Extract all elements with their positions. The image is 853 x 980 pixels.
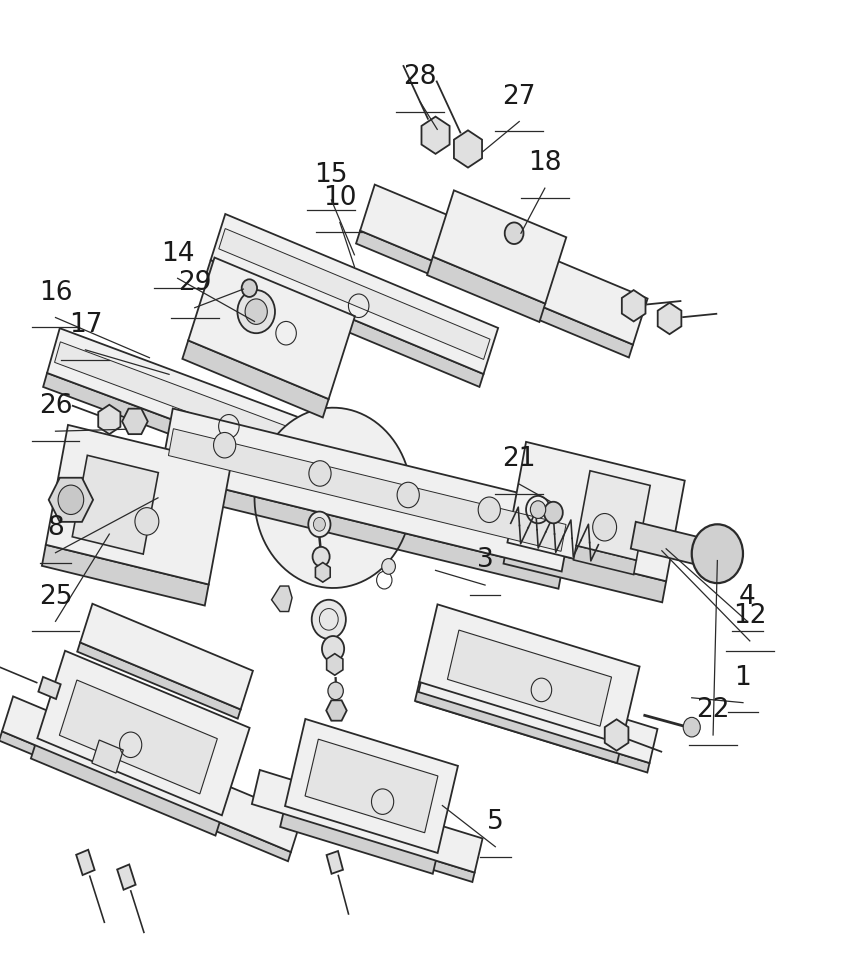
Polygon shape [31,738,222,836]
Circle shape [504,222,523,244]
Text: 10: 10 [322,184,357,211]
Circle shape [237,290,275,333]
Text: 1: 1 [734,664,751,691]
Polygon shape [360,184,647,345]
Polygon shape [2,697,302,852]
Polygon shape [77,643,241,718]
Circle shape [58,485,84,514]
Text: 5: 5 [486,808,503,835]
Polygon shape [621,290,645,321]
Polygon shape [254,408,411,588]
Circle shape [530,501,545,518]
Polygon shape [280,806,437,874]
Polygon shape [43,373,363,505]
Polygon shape [573,546,635,574]
Circle shape [309,461,331,486]
Circle shape [478,497,500,522]
Text: 4: 4 [738,583,755,610]
Circle shape [543,502,562,523]
Polygon shape [604,719,628,751]
Polygon shape [252,770,482,872]
Polygon shape [47,328,376,491]
Text: 16: 16 [38,279,73,306]
Text: 18: 18 [527,150,561,176]
Polygon shape [188,258,355,399]
Polygon shape [98,405,120,434]
Polygon shape [285,719,457,853]
Polygon shape [271,586,292,612]
Polygon shape [42,545,208,606]
Circle shape [241,279,257,297]
Text: 28: 28 [403,64,437,90]
Polygon shape [315,563,330,582]
Circle shape [328,682,343,700]
Polygon shape [55,342,368,477]
Polygon shape [419,605,639,744]
Polygon shape [183,340,328,417]
Polygon shape [454,130,481,168]
Polygon shape [630,521,714,568]
Polygon shape [326,701,346,720]
Text: 29: 29 [177,270,212,296]
Polygon shape [249,804,474,882]
Polygon shape [117,864,136,890]
Polygon shape [80,604,252,710]
Polygon shape [157,473,561,589]
Polygon shape [426,257,544,322]
Polygon shape [421,117,449,154]
Polygon shape [418,658,657,763]
Polygon shape [49,477,93,522]
Polygon shape [76,850,95,875]
Polygon shape [415,682,621,763]
Polygon shape [576,470,649,561]
Polygon shape [432,190,566,304]
Circle shape [682,717,699,737]
Polygon shape [73,456,158,554]
Text: 3: 3 [476,547,493,573]
Text: 17: 17 [68,312,102,338]
Text: 15: 15 [314,162,348,188]
Circle shape [135,508,159,535]
Polygon shape [160,409,573,571]
Circle shape [311,600,345,639]
Circle shape [322,636,344,662]
Polygon shape [0,731,291,861]
Circle shape [313,517,325,531]
Text: 21: 21 [502,446,536,472]
Polygon shape [447,630,611,726]
Text: 25: 25 [38,583,73,610]
Polygon shape [218,228,490,360]
Circle shape [381,559,395,574]
Polygon shape [122,409,148,434]
Circle shape [592,514,616,541]
Text: 8: 8 [47,514,64,541]
Text: 26: 26 [38,393,73,419]
Circle shape [213,432,235,458]
Circle shape [397,482,419,508]
Polygon shape [46,425,230,584]
Text: 22: 22 [695,697,729,723]
Polygon shape [92,740,123,773]
Polygon shape [326,851,343,874]
Polygon shape [416,692,649,772]
Polygon shape [38,677,61,699]
Polygon shape [206,260,483,387]
Polygon shape [168,428,566,552]
Polygon shape [211,214,497,374]
Text: 14: 14 [160,240,194,267]
Circle shape [312,547,329,566]
Text: 27: 27 [502,83,536,110]
Polygon shape [60,680,217,794]
Polygon shape [356,230,632,358]
Circle shape [245,299,267,324]
Polygon shape [503,543,665,603]
Circle shape [308,512,330,537]
Circle shape [691,524,742,583]
Polygon shape [38,651,249,815]
Polygon shape [507,442,684,581]
Text: 12: 12 [732,603,766,629]
Polygon shape [326,654,343,675]
Polygon shape [657,303,681,334]
Polygon shape [305,739,438,833]
